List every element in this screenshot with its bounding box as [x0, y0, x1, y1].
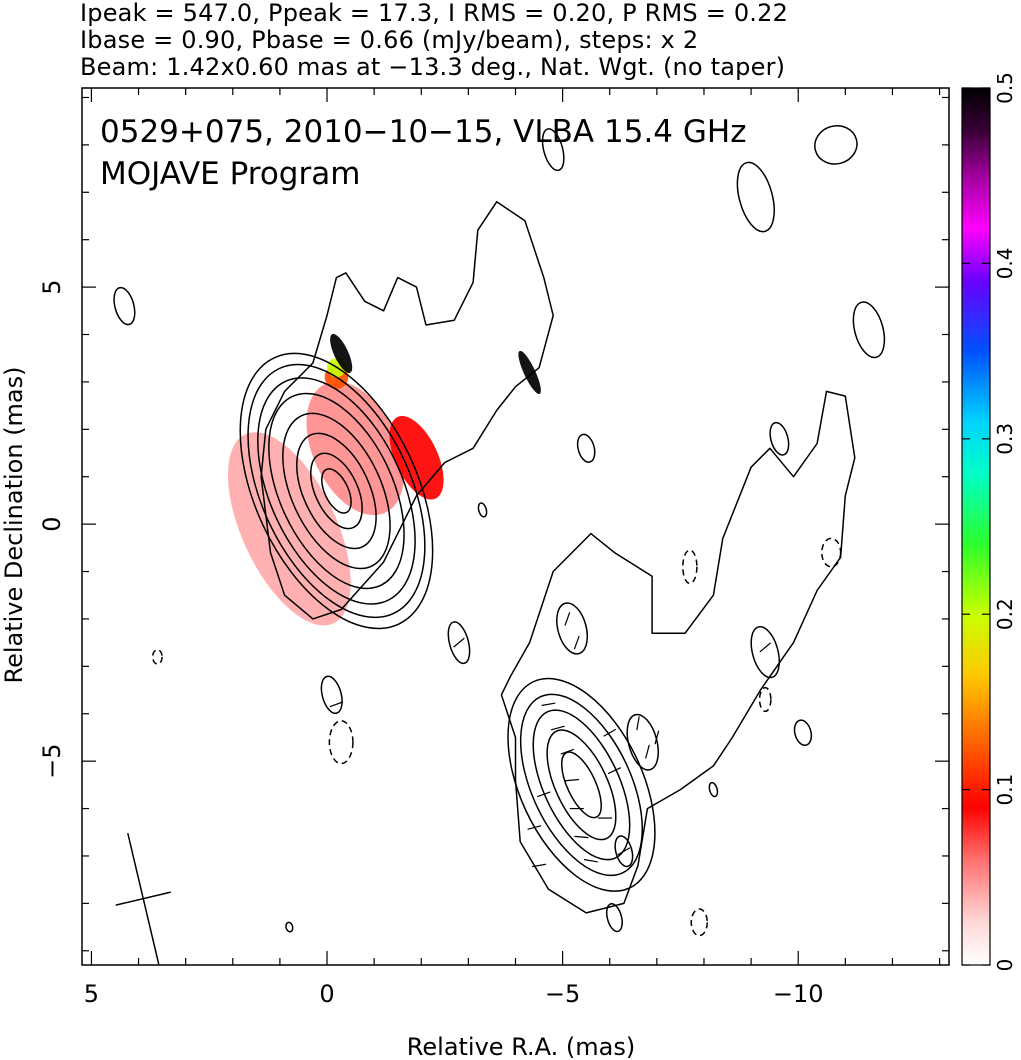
evpa-vector: [329, 701, 344, 708]
contour-island: [576, 433, 596, 463]
evpa-vector: [564, 612, 571, 626]
colorbar-tick-label: 0.1: [993, 774, 1017, 806]
contour-island: [736, 161, 775, 233]
contour-island: [320, 675, 343, 715]
axis-tick-labels: 5 0 −5 −10 5 0 −5: [38, 279, 824, 1008]
contour-island: [556, 602, 589, 655]
contour-layer: [113, 125, 886, 937]
x-tick-label: 5: [84, 980, 99, 1008]
chart-subtitle: MOJAVE Program: [100, 156, 360, 192]
negative-contour: [690, 908, 709, 937]
secondary-contour: [507, 677, 656, 892]
evpa-vector: [607, 767, 622, 775]
y-tick-label: −5: [38, 743, 66, 778]
header-line-3: Beam: 1.42x0.60 mas at −13.3 deg., Nat. …: [80, 53, 786, 81]
polarization-region: [306, 381, 405, 516]
colorbar-tick-label: 0.2: [993, 598, 1017, 630]
negative-contour: [821, 537, 842, 568]
contour-island: [793, 719, 813, 746]
colorbar: [961, 87, 991, 966]
secondary-contour: [546, 729, 617, 841]
core-contour: [321, 468, 352, 514]
contour-island: [605, 902, 623, 933]
x-tick-label: −10: [773, 980, 824, 1008]
negative-contour: [758, 686, 772, 713]
colorbar-tick-label: 0.5: [993, 72, 1017, 104]
core-contour: [268, 392, 405, 590]
polarization-fraction-layer: [227, 333, 541, 626]
contour-island: [614, 835, 634, 868]
plot-frame: [81, 87, 950, 966]
colorbar-tick-label: 0.3: [993, 423, 1017, 455]
contour-island: [477, 502, 488, 518]
evpa-vector: [560, 748, 575, 755]
secondary-contour: [560, 751, 602, 819]
contour-island: [769, 421, 790, 456]
evpa-vector: [636, 716, 640, 731]
header-line-1: Ipeak = 547.0, Ppeak = 17.3, I RMS = 0.2…: [80, 0, 789, 27]
core-contour: [310, 452, 363, 530]
y-tick-label: 5: [38, 279, 66, 294]
evpa-vector: [583, 858, 598, 863]
negative-contour: [682, 549, 698, 585]
colorbar-tick-label: 0: [993, 959, 1017, 972]
chart-title: 0529+075, 2010−10−15, VLBA 15.4 GHz: [100, 114, 746, 150]
secondary-contour: [532, 709, 631, 861]
x-axis-label: Relative R.A. (mas): [407, 1033, 635, 1060]
evpa-vector: [536, 791, 551, 798]
core-contour: [247, 363, 426, 619]
evpa-vector: [565, 778, 580, 782]
y-tick-label: 0: [38, 516, 66, 531]
contour-island: [750, 625, 781, 679]
contour-island: [541, 128, 565, 172]
secondary-contour: [519, 693, 644, 877]
core-contour: [296, 432, 377, 550]
outer-contour-lower: [500, 390, 856, 914]
evpa-vector: [573, 635, 580, 650]
polarization-region: [330, 333, 353, 374]
evpa-vector: [527, 825, 542, 830]
y-axis-label: Relative Declination (mas): [0, 366, 28, 683]
axis-ticks: [82, 88, 949, 965]
core-contour: [257, 377, 416, 605]
evpa-vector: [603, 728, 617, 737]
beam-indicator: [115, 832, 171, 965]
colorbar-tick-label: 0.4: [993, 247, 1017, 279]
evpa-vector: [617, 847, 631, 856]
evpa-vector: [550, 725, 565, 731]
header-line-2: Ibase = 0.90, Pbase = 0.66 (mJy/beam), s…: [80, 26, 699, 54]
beam-minor-axis: [115, 891, 171, 906]
x-tick-label: 0: [319, 980, 334, 1008]
contour-island: [626, 713, 659, 771]
contour-island: [708, 781, 719, 798]
evpa-vector-layer: [329, 612, 771, 868]
contour-island: [814, 125, 858, 165]
core-contour: [282, 412, 391, 570]
polarization-region: [518, 350, 541, 395]
evpa-vector: [574, 835, 589, 839]
evpa-vector: [645, 744, 650, 759]
x-tick-label: −5: [545, 980, 580, 1008]
evpa-vector: [453, 637, 465, 648]
colorbar-ticks: 0 0.1 0.2 0.3 0.4 0.5: [962, 72, 1017, 971]
evpa-vector: [759, 642, 771, 653]
evpa-vector: [654, 730, 660, 745]
contour-island: [852, 301, 886, 359]
core-contour: [239, 352, 434, 630]
contour-island: [447, 621, 471, 665]
evpa-vector: [532, 863, 547, 868]
evpa-vector: [541, 702, 556, 707]
outer-contour-upper: [260, 201, 554, 620]
contour-island: [113, 286, 136, 326]
polarization-region: [227, 432, 351, 626]
contour-island: [285, 921, 294, 933]
negative-contour: [151, 649, 163, 665]
negative-contour: [328, 720, 354, 765]
